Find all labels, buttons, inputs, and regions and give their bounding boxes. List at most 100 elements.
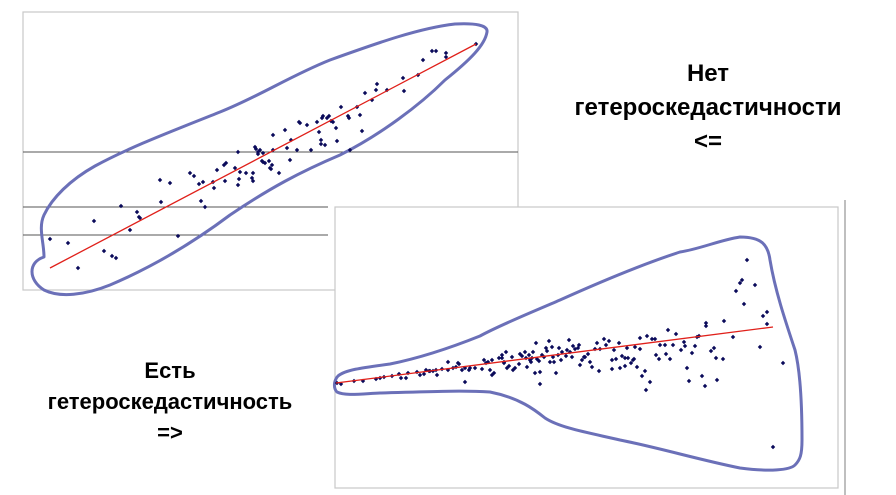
data-point xyxy=(617,365,623,371)
data-point xyxy=(236,176,242,182)
data-point xyxy=(667,356,673,362)
data-point xyxy=(198,198,204,204)
data-point xyxy=(649,336,655,342)
data-point xyxy=(333,125,339,131)
data-point xyxy=(491,370,497,376)
data-point xyxy=(270,132,276,138)
data-point xyxy=(260,159,266,165)
data-point xyxy=(362,90,368,96)
data-point xyxy=(308,147,314,153)
data-point xyxy=(647,379,653,385)
data-point xyxy=(622,355,628,361)
data-point xyxy=(682,343,688,349)
data-point xyxy=(544,348,550,354)
data-point xyxy=(708,348,714,354)
data-point xyxy=(249,175,255,181)
chart1-data-points xyxy=(47,41,479,271)
data-point xyxy=(713,355,719,361)
data-point xyxy=(421,371,427,377)
data-point xyxy=(549,344,555,350)
data-point xyxy=(235,182,241,188)
data-point xyxy=(359,128,365,134)
data-point xyxy=(532,370,538,376)
heteroscedasticity-caption: Есть гетероскедастичность => xyxy=(0,355,340,448)
data-point xyxy=(689,350,695,356)
data-point xyxy=(489,357,495,363)
data-point xyxy=(624,345,630,351)
data-point xyxy=(686,378,692,384)
data-point xyxy=(528,359,534,365)
data-point xyxy=(276,170,282,176)
data-point xyxy=(294,147,300,153)
data-point xyxy=(516,361,522,367)
data-point xyxy=(266,158,272,164)
data-point xyxy=(214,167,220,173)
data-point xyxy=(537,381,543,387)
data-point xyxy=(770,444,776,450)
data-point xyxy=(109,253,115,259)
data-point xyxy=(481,357,487,363)
data-point xyxy=(714,377,720,383)
data-point xyxy=(487,367,493,373)
data-point xyxy=(314,119,320,125)
data-point xyxy=(657,342,663,348)
data-point xyxy=(739,277,745,283)
data-point xyxy=(472,365,478,371)
data-point xyxy=(644,333,650,339)
caption-no-line1: Нет xyxy=(686,60,730,87)
data-point xyxy=(297,120,303,126)
chart2-frame xyxy=(334,206,839,489)
data-point xyxy=(536,358,542,364)
data-point xyxy=(443,54,449,60)
data-point xyxy=(656,356,662,362)
data-point xyxy=(601,336,607,342)
data-point xyxy=(631,356,637,362)
data-point xyxy=(287,157,293,163)
data-point xyxy=(499,352,505,358)
data-point xyxy=(703,323,709,329)
data-point xyxy=(191,173,197,179)
data-point xyxy=(585,351,591,357)
data-point xyxy=(524,364,530,370)
data-point xyxy=(118,203,124,209)
data-point xyxy=(459,367,465,373)
data-point xyxy=(509,354,515,360)
data-point xyxy=(737,280,743,286)
data-point xyxy=(576,342,582,348)
data-point xyxy=(222,178,228,184)
data-point xyxy=(702,383,708,389)
data-point xyxy=(760,313,766,319)
data-point xyxy=(373,87,379,93)
data-point xyxy=(551,359,557,365)
data-point xyxy=(467,365,473,371)
caption-yes-line1: Есть xyxy=(144,358,196,383)
data-point xyxy=(587,359,593,365)
data-point xyxy=(632,344,638,350)
caption-no-line2: гетероскедастичности xyxy=(574,94,842,121)
data-point xyxy=(268,166,274,172)
data-point xyxy=(270,147,276,153)
data-point xyxy=(338,104,344,110)
data-point xyxy=(462,379,468,385)
data-point xyxy=(699,373,705,379)
data-point xyxy=(609,357,615,363)
data-point xyxy=(522,349,528,355)
left-arrow-icon: <= xyxy=(693,128,723,155)
data-point xyxy=(553,370,559,376)
data-point xyxy=(670,342,676,348)
data-point xyxy=(637,335,643,341)
data-point xyxy=(652,336,658,342)
data-point xyxy=(65,240,71,246)
data-point xyxy=(757,344,763,350)
data-point xyxy=(357,112,363,118)
data-point xyxy=(211,185,217,191)
data-point xyxy=(662,342,668,348)
data-point xyxy=(589,364,595,370)
data-point xyxy=(200,179,206,185)
data-point xyxy=(764,321,770,327)
data-point xyxy=(744,257,750,263)
data-point xyxy=(282,127,288,133)
data-point xyxy=(537,369,543,375)
data-point xyxy=(243,170,249,176)
